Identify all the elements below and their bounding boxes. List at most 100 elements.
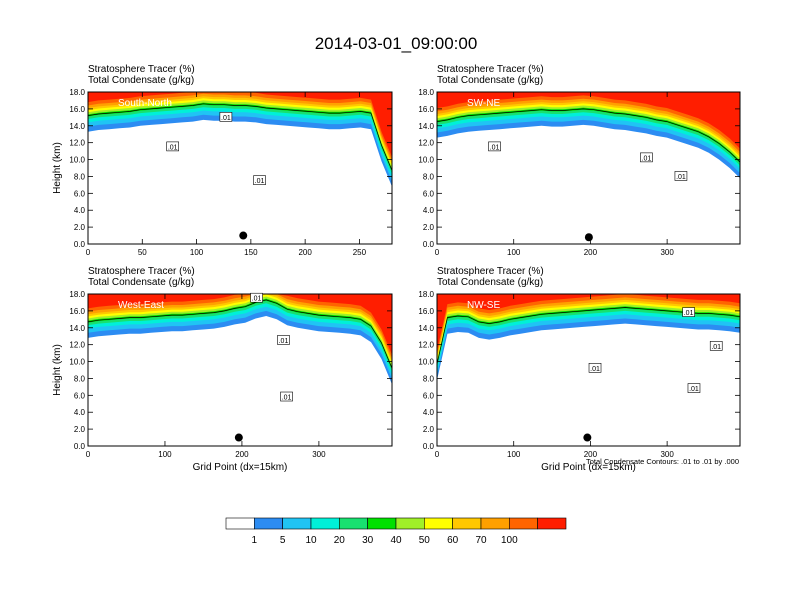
x-tick-label: 300 bbox=[660, 450, 674, 459]
y-tick-label: 16.0 bbox=[69, 307, 85, 316]
y-tick-label: 4.0 bbox=[74, 408, 86, 417]
y-tick-label: 10.0 bbox=[418, 156, 434, 165]
tracer-band-9 bbox=[437, 294, 740, 357]
axes-frame bbox=[436, 293, 741, 447]
x-axis-label: Grid Point (dx=15km) bbox=[193, 462, 288, 473]
contour-label-box bbox=[277, 335, 290, 345]
y-tick-label: 4.0 bbox=[423, 206, 435, 215]
colorbar-segment bbox=[254, 517, 283, 530]
figure-title: 2014-03-01_09:00:00 bbox=[315, 34, 478, 53]
colorbar-label: 1 bbox=[252, 535, 258, 546]
colorbar-label: 50 bbox=[419, 535, 431, 546]
colorbar-segment bbox=[423, 517, 453, 530]
y-tick-label: 4.0 bbox=[423, 408, 435, 417]
y-tick-label: 8.0 bbox=[74, 172, 86, 181]
x-tick-label: 200 bbox=[584, 450, 598, 459]
y-tick-label: 6.0 bbox=[74, 189, 86, 198]
y-tick-label: 12.0 bbox=[69, 139, 85, 148]
y-tick-label: 0.0 bbox=[74, 442, 86, 451]
y-tick-label: 6.0 bbox=[423, 391, 435, 400]
colorbar-segment bbox=[367, 517, 397, 530]
y-tick-label: 16.0 bbox=[418, 307, 434, 316]
y-tick-label: 10.0 bbox=[418, 358, 434, 367]
y-tick-label: 16.0 bbox=[418, 105, 434, 114]
panel-title-tracer: Stratosphere Tracer (%) bbox=[88, 266, 195, 277]
location-marker bbox=[239, 231, 248, 240]
panel-west-east: Stratosphere Tracer (%)Total Condensate … bbox=[52, 266, 393, 473]
contour-label: .01 bbox=[684, 310, 694, 317]
tracer-field bbox=[437, 294, 740, 381]
colorbar-segment bbox=[452, 517, 482, 530]
x-tick-label: 0 bbox=[435, 248, 440, 257]
tracer-field bbox=[437, 92, 740, 179]
contour-label-box bbox=[682, 307, 695, 317]
x-tick-label: 200 bbox=[235, 450, 249, 459]
condensate-contour bbox=[88, 299, 392, 369]
panel-title-condensate: Total Condensate (g/kg) bbox=[88, 75, 194, 86]
panel-title-tracer: Stratosphere Tracer (%) bbox=[437, 64, 544, 75]
panel-title-condensate: Total Condensate (g/kg) bbox=[437, 75, 543, 86]
contour-label: .01 bbox=[255, 178, 265, 185]
contour-label-box bbox=[219, 112, 233, 122]
axes-frame bbox=[436, 91, 741, 245]
x-tick-label: 50 bbox=[138, 248, 147, 257]
y-axis-label: Height (km) bbox=[52, 142, 63, 194]
y-tick-label: 14.0 bbox=[69, 122, 85, 131]
y-tick-label: 0.0 bbox=[423, 240, 435, 249]
contour-label-box bbox=[280, 391, 293, 402]
panel-label: West-East bbox=[118, 300, 164, 311]
y-tick-label: 2.0 bbox=[74, 223, 86, 232]
y-tick-label: 6.0 bbox=[74, 391, 86, 400]
condensate-contour bbox=[88, 103, 392, 171]
colorbar-label: 20 bbox=[334, 535, 346, 546]
colorbar-segment bbox=[338, 517, 368, 530]
tracer-band-11 bbox=[437, 92, 740, 149]
y-tick-label: 12.0 bbox=[418, 341, 434, 350]
y-tick-label: 18.0 bbox=[69, 88, 85, 97]
panel-title-condensate: Total Condensate (g/kg) bbox=[437, 277, 543, 288]
tracer-band-11 bbox=[88, 92, 392, 157]
contour-label: .01 bbox=[252, 296, 262, 303]
contour-label: .01 bbox=[689, 386, 699, 393]
colorbar-segment bbox=[480, 517, 510, 530]
x-tick-label: 200 bbox=[298, 248, 312, 257]
panel-label: South-North bbox=[118, 98, 172, 109]
panel-title-tracer: Stratosphere Tracer (%) bbox=[88, 64, 195, 75]
y-tick-label: 18.0 bbox=[69, 290, 85, 299]
y-tick-label: 2.0 bbox=[423, 425, 435, 434]
x-tick-label: 200 bbox=[584, 248, 598, 257]
contour-label-box bbox=[709, 341, 723, 351]
panel-title-condensate: Total Condensate (g/kg) bbox=[88, 277, 194, 288]
tracer-field bbox=[88, 294, 392, 385]
colorbar-segment bbox=[310, 517, 340, 530]
panel-sw-ne: Stratosphere Tracer (%)Total Condensate … bbox=[418, 64, 741, 257]
y-tick-label: 14.0 bbox=[69, 324, 85, 333]
y-tick-label: 0.0 bbox=[423, 442, 435, 451]
colorbar-segment bbox=[225, 517, 255, 530]
y-tick-label: 16.0 bbox=[69, 105, 85, 114]
contour-label: .01 bbox=[590, 366, 600, 373]
axes-frame bbox=[87, 91, 393, 245]
colorbar-label: 10 bbox=[305, 535, 317, 546]
contour-label: .01 bbox=[279, 338, 289, 345]
y-tick-label: 10.0 bbox=[69, 156, 85, 165]
contour-label-box bbox=[687, 383, 701, 393]
x-axis-label: Grid Point (dx=15km) bbox=[541, 462, 636, 473]
contour-label: .01 bbox=[676, 174, 686, 181]
x-tick-label: 300 bbox=[660, 248, 674, 257]
contour-note: Total Condensate Contours: .01 to .01 by… bbox=[586, 457, 739, 466]
tracer-band-11 bbox=[437, 294, 740, 351]
x-tick-label: 250 bbox=[353, 248, 367, 257]
x-tick-label: 100 bbox=[190, 248, 204, 257]
contour-label: .01 bbox=[490, 144, 500, 151]
x-tick-label: 100 bbox=[507, 248, 521, 257]
y-tick-label: 12.0 bbox=[418, 139, 434, 148]
panel-label: SW-NE bbox=[467, 98, 500, 109]
colorbar-segment bbox=[282, 517, 312, 530]
contour-label-box bbox=[253, 175, 266, 185]
y-tick-label: 8.0 bbox=[74, 374, 86, 383]
contour-label-box bbox=[250, 292, 263, 303]
contour-label: .01 bbox=[221, 115, 231, 122]
contour-label-box bbox=[166, 141, 179, 152]
colorbar-label: 100 bbox=[501, 535, 518, 546]
